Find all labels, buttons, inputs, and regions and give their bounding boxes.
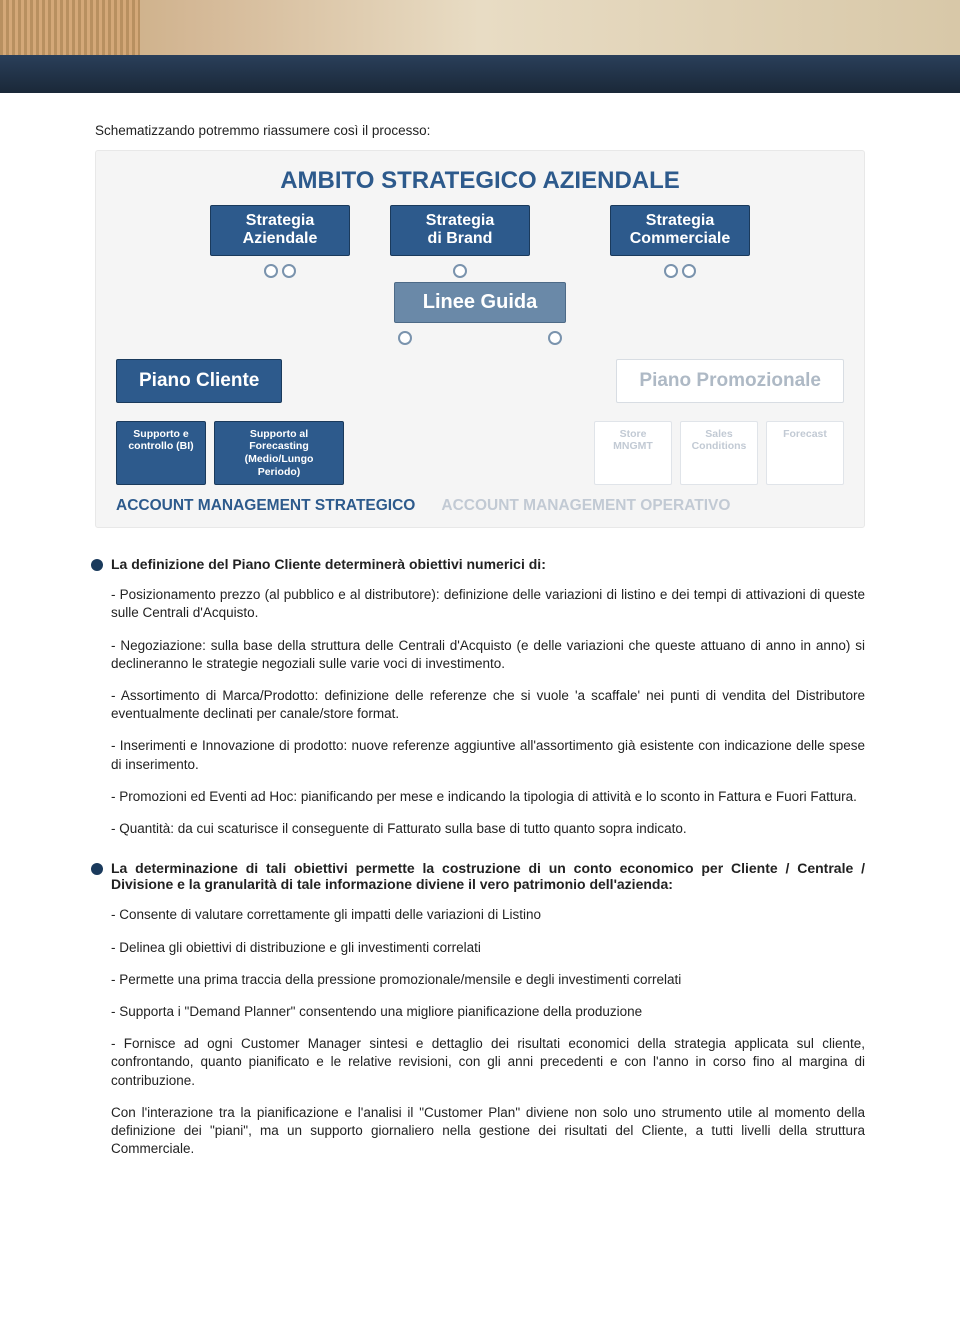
section-1-item: - Inserimenti e Innovazione di prodotto:… [111, 737, 865, 773]
strategy-label: Strategia [646, 212, 714, 229]
strategy-label: Commerciale [630, 230, 731, 247]
connector-icon [264, 264, 278, 278]
account-row: ACCOUNT MANAGEMENT STRATEGICO ACCOUNT MA… [116, 497, 844, 515]
support-label: Store [620, 428, 647, 440]
connector-row-2 [116, 331, 844, 345]
piano-promozionale-box: Piano Promozionale [616, 359, 844, 403]
section-1-lead: La definizione del Piano Cliente determi… [111, 556, 865, 572]
connector-icon [453, 264, 467, 278]
support-label: controllo (BI) [128, 440, 193, 452]
account-operativo: ACCOUNT MANAGEMENT OPERATIVO [441, 497, 730, 515]
piano-cliente-box: Piano Cliente [116, 359, 282, 403]
strategy-label: di Brand [428, 230, 493, 247]
section-1-item: - Quantità: da cui scaturisce il consegu… [111, 820, 865, 838]
strategy-box-commerciale: Strategia Commerciale [610, 205, 750, 256]
strategy-label: Aziendale [243, 230, 318, 247]
connector-icon [398, 331, 412, 345]
section-1-item: - Promozioni ed Eventi ad Hoc: pianifica… [111, 788, 865, 806]
linee-guida-box: Linee Guida [394, 282, 566, 323]
section-1-item: - Assortimento di Marca/Prodotto: defini… [111, 687, 865, 723]
support-row: Supporto e controllo (BI) Supporto al Fo… [116, 421, 844, 485]
strategy-box-aziendale: Strategia Aziendale [210, 205, 350, 256]
intro-text: Schematizzando potremmo riassumere così … [95, 123, 865, 138]
support-box-forecasting: Supporto al Forecasting (Medio/Lungo Per… [214, 421, 344, 485]
section-2-item: - Supporta i "Demand Planner" consentend… [111, 1003, 865, 1021]
connector-icon [548, 331, 562, 345]
process-diagram: AMBITO STRATEGICO AZIENDALE Strategia Az… [95, 150, 865, 528]
support-label: Forecasting [249, 440, 309, 452]
support-box-store: Store MNGMT [594, 421, 672, 485]
connector-icon [682, 264, 696, 278]
support-box-bi: Supporto e controllo (BI) [116, 421, 206, 485]
bullet-icon [91, 863, 103, 875]
support-label: Forecast [783, 428, 827, 440]
strategy-box-brand: Strategia di Brand [390, 205, 530, 256]
section-2-item: - Consente di valutare correttamente gli… [111, 906, 865, 924]
account-strategico: ACCOUNT MANAGEMENT STRATEGICO [116, 497, 415, 515]
support-label: MNGMT [613, 440, 653, 452]
support-box-sales: Sales Conditions [680, 421, 758, 485]
section-2-item: - Fornisce ad ogni Customer Manager sint… [111, 1035, 865, 1090]
connector-icon [282, 264, 296, 278]
section-2-item: - Permette una prima traccia della press… [111, 971, 865, 989]
support-label: Conditions [692, 440, 747, 452]
connector-row [116, 264, 844, 278]
support-label: Sales [705, 428, 732, 440]
section-2-lead: La determinazione di tali obiettivi perm… [111, 860, 865, 892]
section-1-item: - Negoziazione: sulla base della struttu… [111, 637, 865, 673]
support-label: Supporto e [133, 428, 188, 440]
support-box-forecast: Forecast [766, 421, 844, 485]
section-2-closing: Con l'interazione tra la pianificazione … [111, 1104, 865, 1159]
section-1-item: - Posizionamento prezzo (al pubblico e a… [111, 586, 865, 622]
strategy-row: Strategia Aziendale Strategia di Brand S… [116, 205, 844, 256]
header-photo [0, 0, 960, 55]
linee-guida-row: Linee Guida [116, 282, 844, 323]
support-label: Supporto al [250, 428, 308, 440]
bullet-icon [91, 559, 103, 571]
strategy-label: Strategia [426, 212, 494, 229]
diagram-title: AMBITO STRATEGICO AZIENDALE [116, 167, 844, 195]
plan-row: Piano Cliente Piano Promozionale [116, 359, 844, 403]
strategy-label: Strategia [246, 212, 314, 229]
section-2: La determinazione di tali obiettivi perm… [95, 860, 865, 1158]
support-label: (Medio/Lungo Periodo) [245, 453, 314, 478]
header-bar [0, 55, 960, 93]
section-1: La definizione del Piano Cliente determi… [95, 556, 865, 838]
connector-icon [664, 264, 678, 278]
page-content: Schematizzando potremmo riassumere così … [0, 93, 960, 1221]
section-2-item: - Delinea gli obiettivi di distribuzione… [111, 939, 865, 957]
